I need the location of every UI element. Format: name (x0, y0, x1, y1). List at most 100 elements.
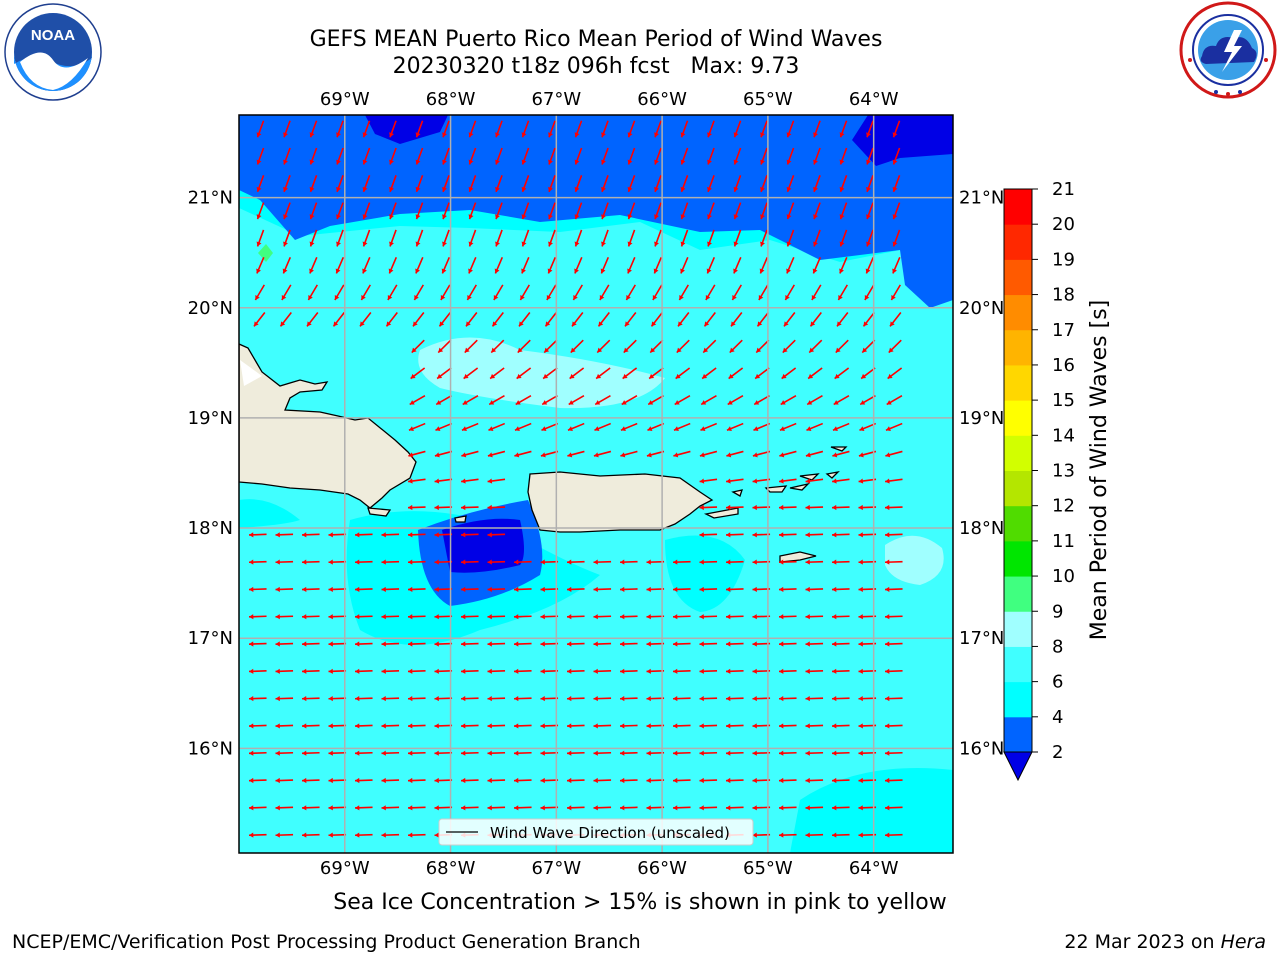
direction-arrow-head (436, 400, 442, 405)
direction-arrow-head (567, 750, 572, 756)
direction-arrow-head (622, 373, 628, 379)
colorbar-segment (1004, 470, 1032, 507)
date-stamp: 22 Mar 2023 on Hera (1064, 931, 1266, 953)
direction-arrow-head (521, 132, 527, 138)
lon-label-bottom: 68°W (426, 858, 476, 879)
direction-arrow-head (858, 805, 863, 811)
direction-arrow-head (408, 614, 413, 620)
direction-arrow-head (302, 805, 307, 811)
direction-arrow-head (307, 321, 312, 327)
direction-arrow-head (249, 750, 254, 756)
direction-arrow-head (779, 723, 784, 729)
colorbar-tick-label: 19 (1052, 249, 1075, 270)
direction-arrow-head (381, 614, 386, 620)
direction-arrow-head (487, 750, 492, 756)
direction-arrow-head (540, 723, 545, 729)
direction-arrow-head (813, 186, 818, 192)
direction-arrow-head (514, 452, 520, 458)
direction-arrow-head (434, 668, 439, 674)
direction-arrow-head (594, 426, 600, 431)
direction-arrow-head (779, 832, 784, 838)
direction-arrow-head (598, 321, 604, 327)
colorbar-under-triangle (1003, 751, 1033, 782)
direction-arrow-head (434, 478, 440, 484)
direction-arrow-head (548, 241, 553, 247)
direction-arrow-head (464, 347, 470, 353)
direction-arrow-head (674, 400, 680, 405)
direction-arrow-head (752, 452, 758, 458)
direction-arrow-head (707, 159, 712, 165)
direction-arrow-head (514, 668, 519, 674)
direction-arrow-head (779, 532, 784, 538)
direction-arrow-head (702, 373, 708, 379)
direction-arrow-head (388, 268, 394, 274)
direction-arrow-head (706, 268, 712, 274)
direction-arrow-head (256, 159, 262, 165)
direction-arrow-head (597, 347, 603, 353)
culebra (731, 489, 743, 497)
direction-arrow-head (755, 373, 761, 379)
direction-arrow-head (680, 268, 685, 274)
direction-arrow-head (492, 321, 498, 327)
direction-arrow-head (699, 614, 704, 620)
colorbar-tick-label: 4 (1052, 707, 1063, 728)
colorbar-tick-label: 15 (1052, 390, 1075, 411)
direction-arrow-head (726, 805, 731, 811)
direction-arrow-head (514, 426, 520, 431)
direction-arrow-head (328, 532, 333, 538)
direction-arrow-head (885, 696, 890, 702)
direction-arrow-head (673, 559, 678, 565)
direction-arrow-head (540, 777, 545, 784)
direction-arrow-head (514, 696, 519, 702)
direction-arrow-head (858, 559, 863, 565)
direction-arrow-head (334, 294, 340, 300)
direction-arrow-head (249, 696, 254, 702)
direction-arrow-head (813, 132, 818, 138)
direction-arrow-head (646, 777, 651, 784)
direction-arrow-head (832, 750, 837, 756)
direction-arrow-head (782, 347, 788, 353)
direction-arrow-head (517, 347, 523, 353)
direction-arrow-head (813, 214, 818, 220)
direction-arrow-head (832, 559, 837, 565)
direction-arrow-head (752, 641, 757, 647)
direction-arrow-head (434, 696, 439, 702)
direction-arrow-head (514, 750, 519, 756)
direction-arrow-head (328, 668, 333, 674)
direction-arrow-head (387, 294, 393, 300)
direction-arrow-head (678, 321, 683, 327)
direction-arrow-head (673, 696, 678, 702)
lon-label-top: 65°W (743, 89, 793, 110)
direction-arrow-head (858, 641, 863, 647)
direction-arrow-head (680, 159, 686, 165)
direction-arrow-head (620, 614, 625, 620)
direction-arrow-head (885, 750, 890, 756)
direction-arrow-head (468, 132, 474, 138)
direction-arrow-head (832, 614, 837, 620)
direction-arrow-head (408, 559, 413, 565)
direction-arrow-head (726, 641, 731, 647)
direction-arrow-head (601, 159, 606, 165)
direction-arrow-head (593, 750, 598, 756)
direction-arrow-head (680, 132, 686, 138)
direction-arrow-head (461, 504, 466, 511)
direction-arrow-head (601, 132, 606, 138)
direction-arrow-head (360, 321, 365, 327)
direction-arrow-head (752, 586, 757, 592)
colorbar-label: Mean Period of Wind Waves [s] (1087, 300, 1112, 640)
direction-arrow-head (336, 186, 341, 192)
direction-arrow-head (461, 641, 466, 647)
direction-arrow-head (434, 750, 439, 756)
direction-arrow-head (275, 777, 280, 784)
colorbar-tick-label: 20 (1052, 214, 1075, 235)
lon-label-bottom: 64°W (849, 858, 899, 879)
direction-arrow-head (832, 641, 837, 647)
direction-arrow-head (487, 696, 492, 702)
direction-arrow-head (328, 777, 333, 784)
direction-arrow-head (733, 214, 739, 220)
direction-arrow-head (627, 159, 633, 165)
direction-arrow-head (362, 214, 368, 220)
direction-arrow-head (753, 426, 759, 431)
direction-arrow-head (302, 586, 307, 592)
direction-arrow-head (461, 532, 466, 538)
